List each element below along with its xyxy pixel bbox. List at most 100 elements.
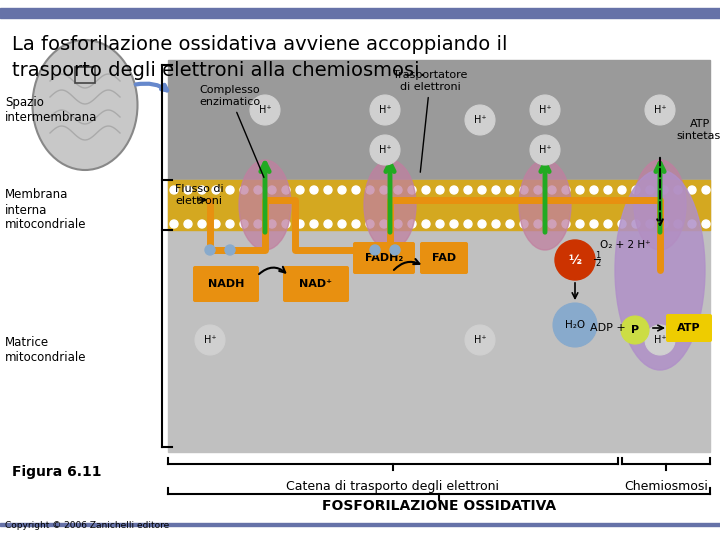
Circle shape <box>212 220 220 228</box>
Circle shape <box>530 135 560 165</box>
Bar <box>75 67 95 83</box>
Circle shape <box>380 220 388 228</box>
Circle shape <box>632 186 640 194</box>
Circle shape <box>170 220 178 228</box>
Bar <box>168 180 710 230</box>
Circle shape <box>645 95 675 125</box>
Circle shape <box>226 186 234 194</box>
Circle shape <box>394 186 402 194</box>
Ellipse shape <box>239 160 291 250</box>
Circle shape <box>366 220 374 228</box>
Circle shape <box>688 186 696 194</box>
Text: H⁺: H⁺ <box>474 115 486 125</box>
Circle shape <box>618 220 626 228</box>
Circle shape <box>268 220 276 228</box>
Bar <box>0 8 720 18</box>
Circle shape <box>390 245 400 255</box>
Circle shape <box>660 186 668 194</box>
Circle shape <box>352 220 360 228</box>
Text: Trasportatore
di elettroni: Trasportatore di elettroni <box>393 70 467 172</box>
Circle shape <box>464 186 472 194</box>
Text: P: P <box>631 325 639 335</box>
Circle shape <box>310 220 318 228</box>
Circle shape <box>632 220 640 228</box>
Circle shape <box>553 303 597 347</box>
Circle shape <box>688 220 696 228</box>
Circle shape <box>562 186 570 194</box>
Circle shape <box>324 186 332 194</box>
Circle shape <box>436 186 444 194</box>
Circle shape <box>225 245 235 255</box>
Text: H⁺: H⁺ <box>474 335 486 345</box>
Circle shape <box>450 220 458 228</box>
Text: Flusso di
elettroni: Flusso di elettroni <box>175 184 224 206</box>
Bar <box>168 180 710 452</box>
Text: NAD⁺: NAD⁺ <box>300 279 333 289</box>
Circle shape <box>576 186 584 194</box>
Text: Chemiosmosi: Chemiosmosi <box>624 480 708 493</box>
Circle shape <box>465 325 495 355</box>
Text: La fosforilazione ossidativa avviene accoppiando il
trasporto degli elettroni al: La fosforilazione ossidativa avviene acc… <box>12 35 508 80</box>
Circle shape <box>702 186 710 194</box>
Circle shape <box>645 325 675 355</box>
Circle shape <box>408 186 416 194</box>
Circle shape <box>338 220 346 228</box>
Text: Copyright © 2006 Zanichelli editore: Copyright © 2006 Zanichelli editore <box>5 521 169 530</box>
Circle shape <box>226 220 234 228</box>
Circle shape <box>618 186 626 194</box>
Text: O₂ + 2 H⁺: O₂ + 2 H⁺ <box>600 240 651 250</box>
Text: Catena di trasporto degli elettroni: Catena di trasporto degli elettroni <box>287 480 500 493</box>
Circle shape <box>555 240 595 280</box>
Ellipse shape <box>364 160 416 250</box>
Circle shape <box>660 220 668 228</box>
FancyBboxPatch shape <box>353 242 415 274</box>
Circle shape <box>366 186 374 194</box>
Circle shape <box>646 186 654 194</box>
Circle shape <box>380 186 388 194</box>
Circle shape <box>198 186 206 194</box>
Circle shape <box>530 95 560 125</box>
Text: Figura 6.11: Figura 6.11 <box>12 465 102 479</box>
Text: FOSFORILAZIONE OSSIDATIVA: FOSFORILAZIONE OSSIDATIVA <box>322 499 556 513</box>
Circle shape <box>370 135 400 165</box>
Text: ½: ½ <box>569 253 582 267</box>
FancyBboxPatch shape <box>193 266 259 302</box>
Text: H⁺: H⁺ <box>258 105 271 115</box>
Circle shape <box>422 186 430 194</box>
Circle shape <box>590 220 598 228</box>
Circle shape <box>240 186 248 194</box>
Circle shape <box>604 220 612 228</box>
Circle shape <box>492 220 500 228</box>
Circle shape <box>324 220 332 228</box>
Circle shape <box>422 220 430 228</box>
FancyBboxPatch shape <box>666 314 712 342</box>
Text: ADP +: ADP + <box>590 323 626 333</box>
Circle shape <box>268 186 276 194</box>
Ellipse shape <box>519 160 571 250</box>
Text: FADH₂: FADH₂ <box>365 253 403 263</box>
Circle shape <box>465 105 495 135</box>
Circle shape <box>282 186 290 194</box>
Text: H⁺: H⁺ <box>654 335 666 345</box>
Circle shape <box>408 220 416 228</box>
Circle shape <box>576 220 584 228</box>
Text: 1: 1 <box>595 251 600 260</box>
Text: H⁺: H⁺ <box>539 105 552 115</box>
Text: H⁺: H⁺ <box>379 105 391 115</box>
Circle shape <box>590 186 598 194</box>
Circle shape <box>310 186 318 194</box>
Circle shape <box>212 186 220 194</box>
Circle shape <box>370 95 400 125</box>
Text: ATP
sintetasi: ATP sintetasi <box>676 119 720 141</box>
Circle shape <box>506 220 514 228</box>
Text: H₂O: H₂O <box>565 320 585 330</box>
Circle shape <box>352 186 360 194</box>
Text: H⁺: H⁺ <box>654 105 666 115</box>
Text: Matrice
mitocondriale: Matrice mitocondriale <box>5 336 86 364</box>
Circle shape <box>674 186 682 194</box>
Circle shape <box>205 245 215 255</box>
Circle shape <box>240 220 248 228</box>
Text: Complesso
enzimatico: Complesso enzimatico <box>199 85 264 178</box>
Circle shape <box>506 186 514 194</box>
Circle shape <box>548 220 556 228</box>
